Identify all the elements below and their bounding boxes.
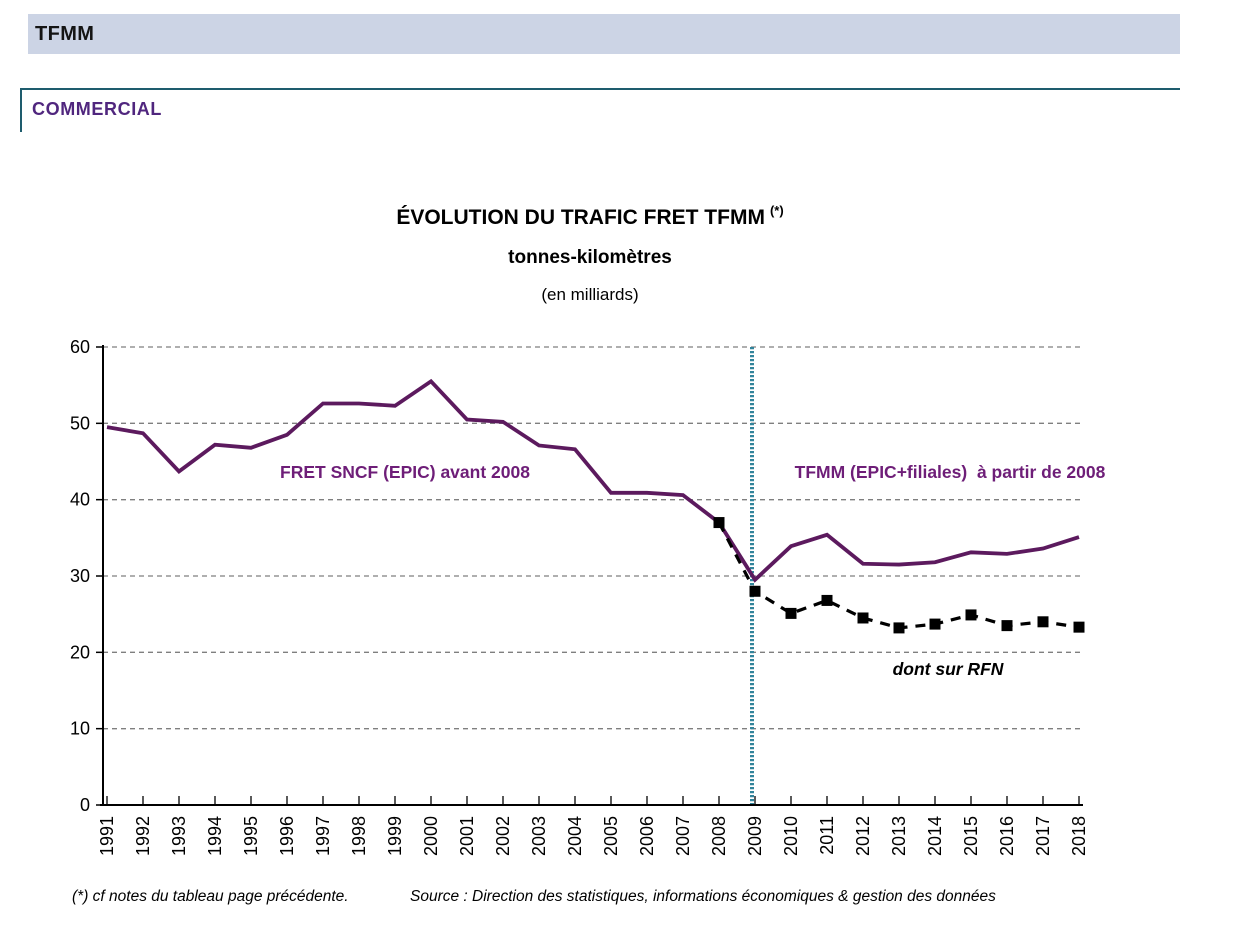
y-tick-label: 20 <box>70 642 90 662</box>
y-tick-label: 10 <box>70 719 90 739</box>
footnote-text: (*) cf notes du tableau page précédente. <box>72 888 349 905</box>
rfn-marker <box>785 607 797 619</box>
source-text: Source : Direction des statistiques, inf… <box>410 888 996 905</box>
year-label: 1991 <box>97 816 117 856</box>
rfn-marker <box>929 618 941 630</box>
year-label: 2009 <box>745 816 765 856</box>
page-footer: (*) cf notes du tableau page précédente.… <box>72 888 1192 906</box>
year-label: 2017 <box>1033 816 1053 856</box>
year-label: 2005 <box>601 816 621 856</box>
year-label: 2013 <box>889 816 909 856</box>
chart-unit-label: (en milliards) <box>541 285 639 304</box>
rfn-marker <box>1037 616 1049 628</box>
year-label: 1996 <box>277 816 297 856</box>
year-label: 1994 <box>205 816 225 856</box>
rfn-marker <box>821 594 833 606</box>
year-label: 2001 <box>457 816 477 856</box>
section-header: COMMERCIAL <box>20 88 1180 132</box>
y-tick-label: 30 <box>70 566 90 586</box>
rfn-marker <box>713 517 725 529</box>
chart-title-block: ÉVOLUTION DU TRAFIC FRET TFMM (*) tonnes-… <box>100 203 1080 305</box>
rfn-marker <box>1001 620 1013 632</box>
year-label: 2008 <box>709 816 729 856</box>
year-label: 1998 <box>349 816 369 856</box>
year-label: 2007 <box>673 816 693 856</box>
year-label: 2000 <box>421 816 441 856</box>
rfn-marker <box>1073 621 1085 633</box>
chart-subtitle: tonnes-kilomètres <box>508 247 672 268</box>
year-label: 1992 <box>133 816 153 856</box>
y-tick-label: 50 <box>70 413 90 433</box>
year-label: 2015 <box>961 816 981 856</box>
year-label: 2006 <box>637 816 657 856</box>
year-label: 2018 <box>1069 816 1089 856</box>
page-header-bar: TFMM <box>28 14 1180 54</box>
rfn-marker <box>749 585 761 597</box>
rfn-marker <box>893 622 905 634</box>
rfn-line <box>717 521 1080 630</box>
page-title: TFMM <box>35 22 95 45</box>
year-label: 2016 <box>997 816 1017 856</box>
y-tick-label: 40 <box>70 490 90 510</box>
rfn-marker <box>965 609 977 621</box>
year-label: 1999 <box>385 816 405 856</box>
year-label: 2014 <box>925 816 945 856</box>
footnote-marker: (*) <box>769 203 784 218</box>
section-title: COMMERCIAL <box>32 99 162 119</box>
year-label: 2012 <box>853 816 873 856</box>
year-label: 1997 <box>313 816 333 856</box>
year-label: 2010 <box>781 816 801 856</box>
year-label: 1995 <box>241 816 261 856</box>
year-label: 2004 <box>565 816 585 856</box>
y-tick-label: 60 <box>70 337 90 357</box>
year-label: 2003 <box>529 816 549 856</box>
annotation-after-2008: TFMM (EPIC+filiales) à partir de 2008 <box>794 462 1106 482</box>
year-label: 1993 <box>169 816 189 856</box>
y-tick-label: 0 <box>80 795 90 815</box>
rfn-marker <box>857 612 869 624</box>
fret-total-line <box>106 378 1080 583</box>
year-label: 2011 <box>817 816 837 855</box>
annotation-before-2008: FRET SNCF (EPIC) avant 2008 <box>280 462 530 482</box>
annotation-rfn-series: dont sur RFN <box>892 659 1004 679</box>
year-label: 2002 <box>493 816 513 856</box>
chart-title: ÉVOLUTION DU TRAFIC FRET TFMM (*) <box>396 203 784 229</box>
